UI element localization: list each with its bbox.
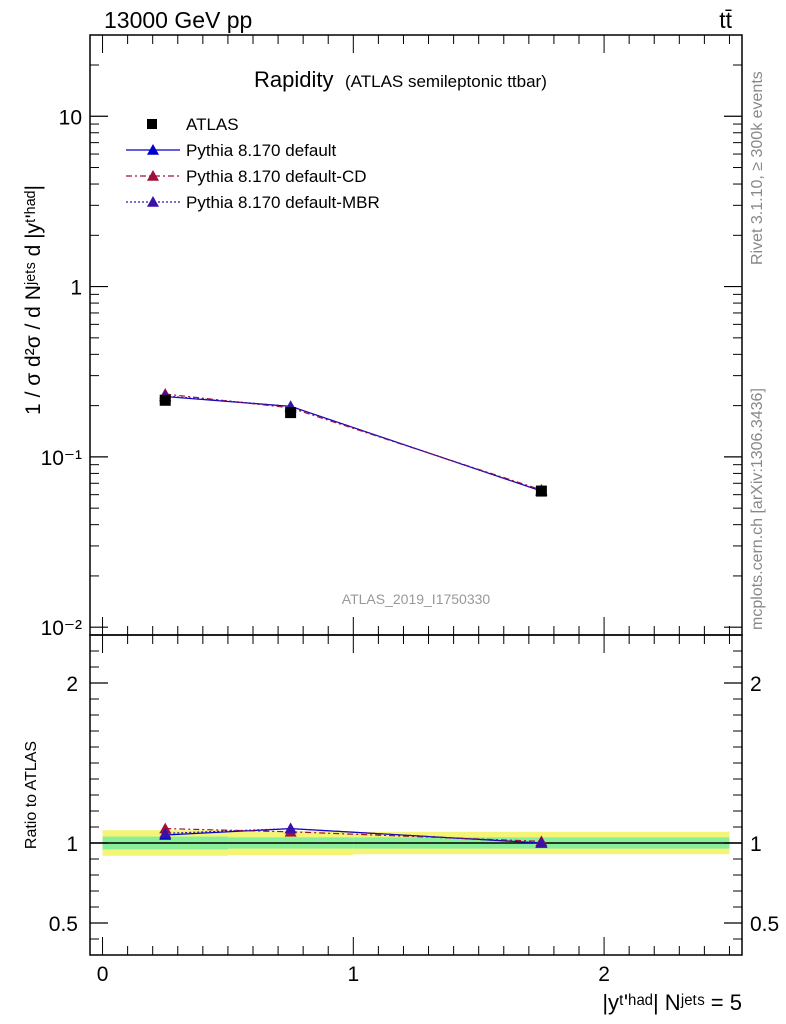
legend-marker bbox=[147, 170, 159, 181]
upper-y-tick-label: 10 bbox=[59, 106, 82, 129]
lower-plot-frame bbox=[89, 634, 743, 956]
legend-marker bbox=[147, 196, 159, 207]
legend-label: Pythia 8.170 default-MBR bbox=[186, 193, 380, 212]
legend-label: Pythia 8.170 default-CD bbox=[186, 167, 367, 186]
legend-label-atlas: ATLAS bbox=[186, 115, 239, 134]
analysis-id-label: ATLAS_2019_I1750330 bbox=[342, 591, 491, 607]
chart-title-sub: (ATLAS semileptonic ttbar) bbox=[345, 72, 547, 91]
legend: ATLAS Pythia 8.170 default Pythia 8.170 de… bbox=[126, 115, 380, 212]
legend-marker bbox=[147, 144, 159, 155]
series-line bbox=[165, 393, 542, 491]
x-tick-label: 2 bbox=[598, 963, 610, 986]
lower-ratio-marks bbox=[90, 822, 742, 848]
lower-y-tick-label: 2 bbox=[66, 673, 78, 696]
upper-y-tick-label: 10⁻² bbox=[41, 617, 82, 640]
x-tick-label: 1 bbox=[347, 963, 359, 986]
legend-label: Pythia 8.170 default bbox=[186, 141, 337, 160]
atlas-data-point bbox=[285, 407, 297, 419]
ratio-series-point bbox=[535, 837, 548, 848]
series-line bbox=[165, 395, 542, 492]
chart-title-main: Rapidity bbox=[254, 67, 333, 92]
x-axis-label: |yᵗ'ʰᵃᵈ| Nʲᵉᵗˢ = 5 bbox=[602, 990, 742, 1015]
lower-axis-ticks: 0.5 0.5 1 1 2 2 0 1 2 bbox=[49, 635, 779, 986]
upper-axis-ticks: 10⁻² 10⁻¹ 1 10 bbox=[41, 34, 742, 640]
lower-panel: 0.5 0.5 1 1 2 2 0 1 2 Ratio to ATLAS |yᵗ'ʰᵃᵈ| Nʲ… bbox=[23, 634, 779, 1015]
x-tick-label: 0 bbox=[97, 963, 109, 986]
lower-y-axis-label: Ratio to ATLAS bbox=[23, 741, 40, 849]
atlas-data-point bbox=[535, 485, 547, 497]
upper-panel: 10⁻² 10⁻¹ 1 10 Rapidity (ATLAS semileptonic… bbox=[22, 34, 743, 640]
process-label: tt̄ bbox=[719, 7, 732, 33]
lower-y-tick-label: 0.5 bbox=[49, 913, 78, 936]
lower-y-tick-label: 1 bbox=[66, 833, 78, 856]
upper-y-axis-label: 1 / σ d²σ / d Nʲᵉᵗˢ d |yᵗ'ʰᵃᵈ| bbox=[22, 185, 45, 415]
upper-y-tick-label: 10⁻¹ bbox=[41, 447, 82, 470]
lower-y-tick-label-right: 0.5 bbox=[750, 913, 779, 936]
energy-label: 13000 GeV pp bbox=[104, 7, 252, 33]
mcplots-label: mcplots.cern.ch [arXiv:1306.3436] bbox=[749, 388, 766, 630]
legend-marker-atlas bbox=[147, 119, 157, 129]
upper-data-marks bbox=[159, 388, 548, 497]
rivet-label: Rivet 3.1.10, ≥ 300k events bbox=[749, 71, 766, 265]
ratio-series-point bbox=[284, 822, 297, 834]
ratio-series-point bbox=[159, 827, 172, 839]
lower-y-tick-label-right: 2 bbox=[750, 673, 762, 696]
atlas-data-point bbox=[159, 394, 171, 406]
lower-y-tick-label-right: 1 bbox=[750, 833, 762, 856]
series-line bbox=[165, 395, 542, 492]
upper-y-tick-label: 1 bbox=[70, 277, 82, 300]
